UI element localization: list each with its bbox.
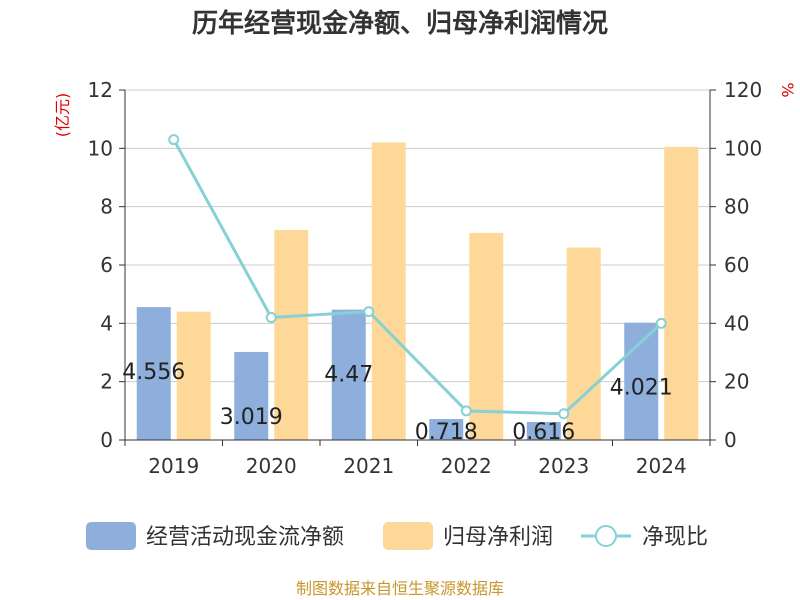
y-axis-left-unit: (亿元) — [53, 93, 72, 138]
axes — [119, 89, 716, 446]
data-label-operating-cash-flow: 4.47 — [324, 363, 373, 388]
y-right-tick-label: 120 — [724, 78, 762, 102]
data-label-operating-cash-flow: 4.556 — [122, 360, 185, 385]
bars — [136, 142, 699, 440]
bar-net-profit — [176, 311, 211, 440]
legend-label-net-profit: 归母净利润 — [443, 525, 553, 550]
y-axis-right-unit: % — [778, 82, 797, 97]
bar-net-profit — [371, 142, 406, 440]
data-label-operating-cash-flow: 3.019 — [220, 405, 283, 430]
y-right-tick-label: 20 — [724, 370, 749, 394]
y-left-tick-label: 10 — [88, 136, 113, 160]
ratio-line — [168, 134, 667, 420]
data-label-operating-cash-flow: 0.616 — [512, 420, 575, 445]
chart-title: 历年经营现金净额、归母净利润情况 — [192, 8, 608, 39]
bar-operating-cash-flow — [331, 309, 366, 440]
x-tick-label: 2024 — [636, 454, 687, 478]
ratio-point — [265, 312, 277, 323]
ratio-point — [363, 306, 375, 318]
bar-operating-cash-flow — [429, 419, 464, 440]
bar-net-profit — [566, 247, 601, 440]
ratio-point — [168, 134, 180, 146]
legend-label-ratio: 净现比 — [642, 525, 708, 550]
data-label-operating-cash-flow: 4.021 — [610, 376, 673, 401]
ratio-point — [558, 408, 570, 420]
ratio-line-path — [172, 138, 663, 416]
bar-operating-cash-flow — [136, 307, 171, 440]
ratio-point — [460, 405, 472, 417]
bar-net-profit — [469, 232, 504, 440]
bar-operating-cash-flow — [526, 422, 561, 440]
x-tick-label: 2021 — [343, 454, 394, 478]
x-tick-label: 2023 — [538, 454, 589, 478]
y-right-tick-label: 100 — [724, 136, 762, 160]
legend: 经营活动现金流净额 归母净利润 净现比 — [86, 522, 708, 550]
y-right-tick-label: 0 — [724, 428, 737, 452]
legend-swatch-ratio-marker — [595, 525, 617, 547]
data-label-operating-cash-flow: 0.718 — [415, 420, 478, 445]
x-tick-label: 2022 — [441, 454, 492, 478]
y-right-tick-label: 60 — [724, 253, 749, 277]
gridlines — [125, 89, 710, 383]
bar-net-profit — [664, 146, 699, 440]
x-tick-label: 2019 — [148, 454, 199, 478]
y-left-tick-label: 0 — [100, 428, 113, 452]
data-labels: 4.556 3.019 4.47 0.718 0.616 4.021 — [122, 360, 672, 445]
bar-net-profit — [274, 230, 309, 440]
legend-swatch-net-profit — [383, 522, 433, 550]
bar-operating-cash-flow — [234, 351, 269, 440]
y-left-tick-label: 2 — [100, 370, 113, 394]
y-left-tick-label: 6 — [100, 253, 113, 277]
y-right-tick-label: 80 — [724, 195, 749, 219]
y-right-tick-label: 40 — [724, 311, 749, 335]
y-left-tick-label: 12 — [88, 78, 113, 102]
source-note: 制图数据来自恒生聚源数据库 — [296, 579, 504, 598]
y-left-tick-label: 4 — [100, 311, 113, 335]
ratio-point — [655, 317, 667, 329]
legend-swatch-operating-cash-flow — [86, 522, 136, 550]
x-tick-label: 2020 — [246, 454, 297, 478]
legend-label-operating-cash-flow: 经营活动现金流净额 — [146, 525, 344, 550]
y-left-tick-label: 8 — [100, 195, 113, 219]
